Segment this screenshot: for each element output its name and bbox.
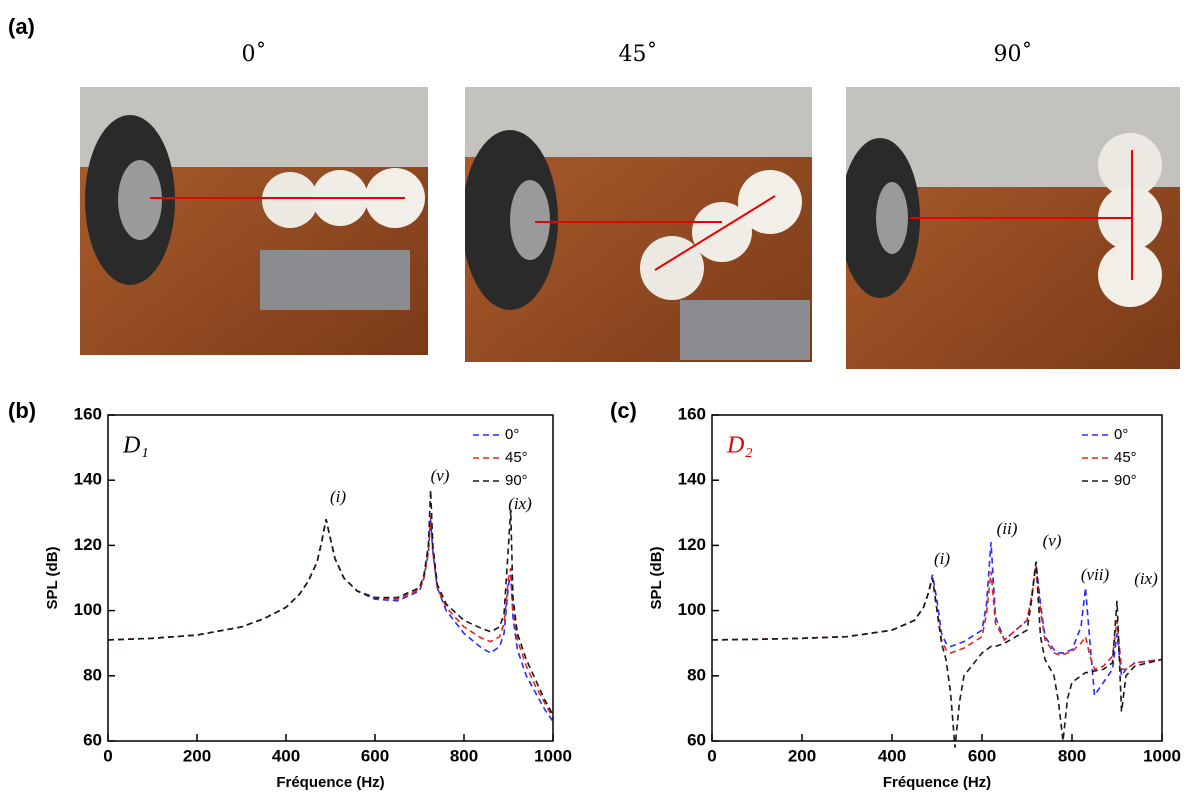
y-tick-label: 140 [678, 470, 706, 489]
peak-label: (ii) [997, 519, 1018, 538]
x-tick-label: 400 [878, 746, 906, 765]
legend-label: 45° [1114, 449, 1137, 466]
legend-label: 0° [505, 426, 519, 443]
photo [80, 87, 428, 355]
y-tick-label: 100 [74, 600, 102, 619]
y-tick-label: 80 [687, 665, 706, 684]
legend-label: 90° [1114, 472, 1137, 489]
series-line [107, 516, 554, 719]
peak-label: (ix) [1134, 569, 1158, 588]
y-tick-label: 60 [83, 730, 102, 749]
y-tick-label: 120 [74, 535, 102, 554]
x-tick-label: 800 [450, 746, 478, 765]
x-axis-title: Fréquence (Hz) [883, 774, 991, 791]
annotation: D₁ [122, 433, 149, 459]
x-tick-label: 600 [361, 746, 389, 765]
y-tick-label: 80 [83, 665, 102, 684]
x-tick-label: 600 [968, 746, 996, 765]
series-line [107, 489, 554, 716]
y-tick-label: 160 [678, 404, 706, 423]
x-tick-label: 200 [183, 746, 211, 765]
y-tick-label: 60 [687, 730, 706, 749]
x-tick-label: 0 [103, 746, 112, 765]
peak-label: (vii) [1081, 565, 1110, 584]
y-tick-label: 160 [74, 404, 102, 423]
y-tick-label: 120 [678, 535, 706, 554]
peak-label: (i) [934, 549, 950, 568]
y-tick-label: 100 [678, 600, 706, 619]
x-tick-label: 200 [788, 746, 816, 765]
annotation: D₂ [726, 433, 753, 459]
x-tick-label: 800 [1058, 746, 1086, 765]
plot-frame [711, 414, 1163, 742]
photo-title: 90˚ [994, 40, 1033, 67]
peak-label: (v) [431, 466, 450, 485]
x-tick-label: 1000 [1143, 746, 1181, 765]
series-line [711, 561, 1163, 748]
photo-title: 0˚ [242, 40, 267, 67]
series-line [107, 519, 554, 722]
legend-label: 0° [1114, 426, 1128, 443]
peak-label: (v) [1043, 531, 1062, 550]
photo-title: 45˚ [619, 40, 658, 67]
panel-label: (c) [610, 398, 637, 423]
legend-label: 90° [505, 472, 528, 489]
x-tick-label: 0 [707, 746, 716, 765]
peak-label: (i) [330, 487, 346, 506]
panel-label: (b) [8, 398, 36, 423]
peak-label: (ix) [508, 494, 532, 513]
x-tick-label: 400 [272, 746, 300, 765]
y-axis-title: SPL (dB) [44, 546, 61, 609]
photo [846, 87, 1180, 369]
y-axis-title: SPL (dB) [648, 546, 665, 609]
panel-label: (a) [8, 14, 35, 39]
y-tick-label: 140 [74, 470, 102, 489]
legend-label: 45° [505, 449, 528, 466]
x-tick-label: 1000 [534, 746, 572, 765]
x-axis-title: Fréquence (Hz) [276, 774, 384, 791]
photo [465, 87, 812, 362]
plot-frame [107, 414, 554, 742]
